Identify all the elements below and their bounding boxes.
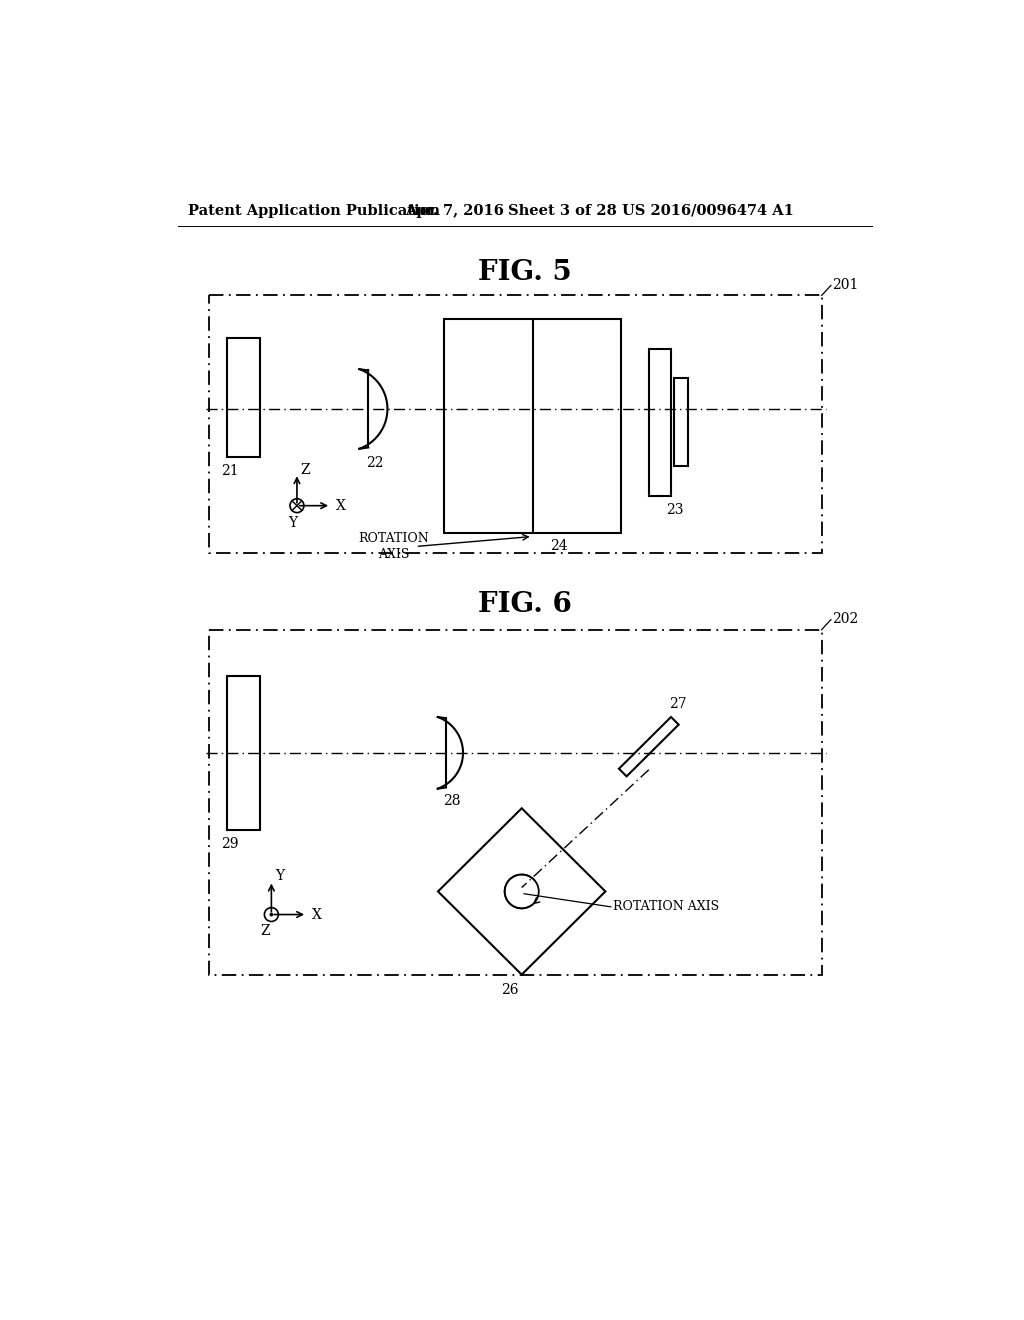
Text: 24: 24	[550, 540, 568, 553]
Text: Y: Y	[275, 869, 285, 883]
Bar	[209, 630, 821, 974]
Text: Patent Application Publication: Patent Application Publication	[188, 203, 440, 218]
Text: 29: 29	[221, 837, 239, 850]
Text: 26: 26	[502, 983, 519, 997]
Text: 28: 28	[443, 793, 461, 808]
Bar	[209, 296, 821, 553]
Text: Z: Z	[301, 463, 310, 478]
Text: 21: 21	[221, 465, 239, 478]
Text: 27: 27	[670, 697, 687, 711]
Text: X: X	[336, 499, 345, 512]
Text: 23: 23	[667, 503, 684, 516]
Bar	[649, 350, 671, 496]
Text: 22: 22	[366, 455, 383, 470]
Text: ROTATION AXIS: ROTATION AXIS	[613, 900, 719, 913]
Text: Y: Y	[288, 516, 297, 529]
Text: FIG. 5: FIG. 5	[478, 259, 571, 286]
Bar	[444, 318, 621, 532]
Text: Z: Z	[260, 924, 270, 939]
Text: FIG. 6: FIG. 6	[478, 591, 571, 619]
Text: ROTATION
AXIS: ROTATION AXIS	[358, 532, 429, 561]
Circle shape	[269, 912, 273, 916]
Text: Apr. 7, 2016: Apr. 7, 2016	[406, 203, 505, 218]
Bar	[227, 338, 260, 457]
Bar	[674, 378, 687, 466]
Bar	[227, 676, 260, 830]
Text: 202: 202	[833, 612, 859, 626]
Text: X: X	[311, 908, 322, 921]
Text: 201: 201	[833, 277, 859, 292]
Text: Sheet 3 of 28: Sheet 3 of 28	[508, 203, 616, 218]
Text: US 2016/0096474 A1: US 2016/0096474 A1	[623, 203, 795, 218]
Polygon shape	[618, 717, 679, 776]
